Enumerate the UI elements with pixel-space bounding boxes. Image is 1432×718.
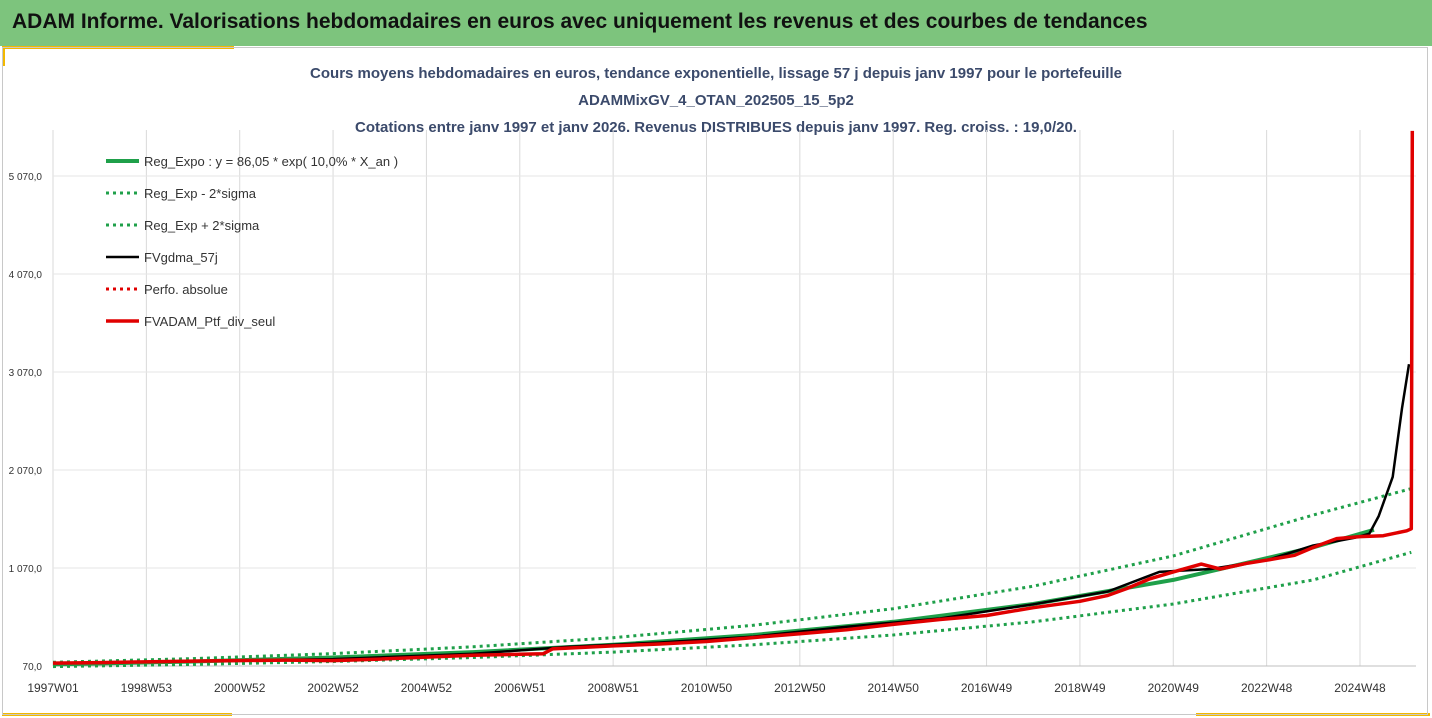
x-tick-label: 2006W51 bbox=[494, 681, 546, 695]
x-tick-label: 2020W49 bbox=[1148, 681, 1200, 695]
y-tick-label: 3 070,0 bbox=[9, 368, 43, 379]
x-tick-label: 2000W52 bbox=[214, 681, 266, 695]
x-tick-label: 2002W52 bbox=[307, 681, 359, 695]
y-axis: 70,0 1 070,0 2 070,0 3 070,0 4 070,0 5 070,0 bbox=[9, 172, 43, 673]
series-line-5 bbox=[52, 130, 1415, 665]
x-tick-label: 2024W48 bbox=[1334, 681, 1386, 695]
grid-lines bbox=[52, 130, 1416, 667]
y-tick-label: 5 070,0 bbox=[9, 172, 43, 183]
page-title: ADAM Informe. Valorisations hebdomadaire… bbox=[12, 10, 1148, 33]
x-tick-label: 2012W50 bbox=[774, 681, 826, 695]
y-tick-label: 2 070,0 bbox=[9, 466, 43, 477]
series-group bbox=[52, 130, 1415, 669]
chart-title-line-3: Cotations entre janv 1997 et janv 2026. … bbox=[355, 119, 1077, 136]
legend-label: FVgdma_57j bbox=[144, 250, 218, 265]
x-tick-label: 2010W50 bbox=[681, 681, 733, 695]
header-banner: ADAM Informe. Valorisations hebdomadaire… bbox=[0, 0, 1432, 46]
x-tick-label: 1997W01 bbox=[27, 681, 79, 695]
series-line-3 bbox=[52, 364, 1411, 665]
series-line-1 bbox=[52, 550, 1412, 669]
x-tick-label: 2008W51 bbox=[587, 681, 639, 695]
y-tick-label: 1 070,0 bbox=[9, 564, 43, 575]
chart-title-line-1: Cours moyens hebdomadaires en euros, ten… bbox=[310, 65, 1122, 82]
legend-label: Perfo. absolue bbox=[144, 282, 228, 297]
x-tick-label: 2016W49 bbox=[961, 681, 1013, 695]
y-tick-label: 70,0 bbox=[23, 662, 43, 673]
x-tick-label: 2014W50 bbox=[868, 681, 920, 695]
x-tick-label: 2022W48 bbox=[1241, 681, 1293, 695]
accent-left-edge bbox=[2, 46, 5, 66]
legend-label: FVADAM_Ptf_div_seul bbox=[144, 314, 275, 329]
x-tick-label: 2004W52 bbox=[401, 681, 453, 695]
legend-label: Reg_Exp + 2*sigma bbox=[144, 218, 260, 233]
legend: Reg_Expo : y = 86,05 * exp( 10,0% * X_an… bbox=[106, 154, 398, 329]
chart-frame bbox=[2, 47, 1428, 715]
x-tick-label: 2018W49 bbox=[1054, 681, 1106, 695]
series-line-2 bbox=[52, 487, 1412, 664]
legend-label: Reg_Exp - 2*sigma bbox=[144, 186, 257, 201]
y-tick-label: 4 070,0 bbox=[9, 270, 43, 281]
chart-title-line-2: ADAMMixGV_4_OTAN_202505_15_5p2 bbox=[578, 92, 854, 109]
x-axis: 1997W01 1998W53 2000W52 2002W52 2004W52 2006W… bbox=[27, 665, 1416, 695]
legend-label: Reg_Expo : y = 86,05 * exp( 10,0% * X_an… bbox=[144, 154, 398, 169]
series-line-0 bbox=[52, 527, 1375, 667]
x-tick-label: 1998W53 bbox=[121, 681, 173, 695]
